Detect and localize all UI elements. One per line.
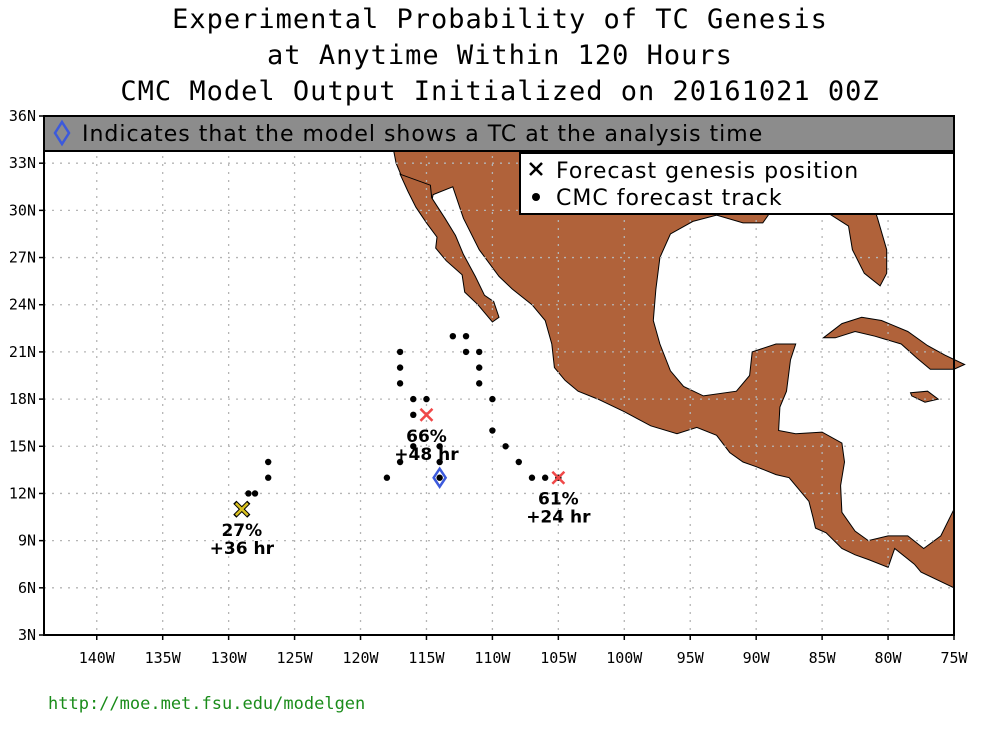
land-jamaica [909,390,940,403]
genesis-probability: 61% [538,490,579,510]
track-point [476,348,483,356]
track-point [462,348,470,356]
lon-tick-label: 120W [342,649,379,667]
grid-lines [44,116,954,635]
track-point [396,380,404,387]
lat-tick-label: 12N [9,484,36,502]
lon-tick-label: 75W [940,649,968,667]
track-point [251,490,259,497]
footer-url[interactable]: http://moe.met.fsu.edu/modelgen [48,694,366,714]
track-point [541,474,549,481]
land-layer [386,115,966,589]
lon-tick-label: 135W [145,649,182,667]
lat-tick-label: 3N [18,626,36,644]
track-point [515,458,522,466]
title-line-1: Experimental Probability of TC Genesis [172,4,828,35]
track-point [245,490,252,497]
legend: Forecast genesis position CMC forecast t… [519,152,955,215]
land-cuba [821,316,966,370]
genesis-lead-time: +24 hr [526,508,591,528]
dot-icon [532,193,540,201]
genesis-probability: 66% [406,427,447,447]
lat-tick-label: 27N [9,249,36,267]
lat-tick-label: 9N [18,532,36,550]
track-point [265,474,272,481]
diamond-icon [53,119,71,147]
lon-tick-label: 105W [540,649,577,667]
legend-genesis-label: Forecast genesis position [556,159,859,184]
lon-tick-label: 85W [809,649,837,667]
genesis-cross [234,502,249,517]
track-point [476,380,483,387]
analysis-tc-diamond [432,466,448,489]
genesis-cross [419,407,434,422]
track-point [383,474,391,481]
analysis-banner: Indicates that the model shows a TC at t… [43,115,955,152]
track-point [410,411,417,419]
lon-tick-label: 95W [677,649,705,667]
track-point [436,474,443,481]
track-point [502,443,509,450]
land-baja-california [399,173,500,323]
track-point [489,427,496,434]
track-point [265,458,272,466]
lon-tick-label: 100W [606,649,643,667]
genesis-map: 36N 33N 30N 27N 24N 21N 18N 15N 12N 9N 6N 3N 140W 135… [9,107,969,667]
lat-tick-label: 6N [18,579,36,597]
genesis-probability: 27% [221,521,262,541]
forecast-track-points [238,332,562,513]
genesis-markers: 27%+36 hr 66%+48 hr 61%+24 hr [210,407,591,559]
track-point [462,332,470,340]
lon-tick-label: 90W [743,649,771,667]
lon-tick-label: 110W [474,649,511,667]
lat-tick-label: 15N [9,437,36,455]
lon-tick-label: 125W [277,649,314,667]
genesis-lead-time: +48 hr [394,445,459,465]
title-line-2: at Anytime Within 120 Hours [267,40,733,71]
lon-tick-label: 115W [408,649,445,667]
track-point [436,443,443,450]
legend-track-label: CMC forecast track [556,186,783,211]
track-point [396,458,404,466]
title-line-3: CMC Model Output Initialized on 20161021… [120,76,880,107]
track-point [410,395,417,403]
banner-text: Indicates that the model shows a TC at t… [82,122,763,147]
cross-icon [529,162,543,176]
track-point [396,364,404,371]
genesis-lead-time: +36 hr [210,539,275,559]
lat-tick-label: 36N [9,107,36,125]
track-point [489,395,496,403]
lat-tick-label: 21N [9,343,36,361]
track-point [423,395,430,403]
track-point [449,332,457,340]
lat-tick-label: 33N [9,154,36,172]
lat-tick-label: 24N [9,296,36,314]
lon-tick-label: 130W [211,649,248,667]
lat-tick-label: 18N [9,390,36,408]
track-point [528,474,536,481]
track-point [396,348,404,356]
lat-tick-label: 30N [9,201,36,219]
lon-tick-label: 140W [79,649,116,667]
track-point [410,443,417,450]
axis-labels: 36N 33N 30N 27N 24N 21N 18N 15N 12N 9N 6N 3N 140W 135… [9,107,969,667]
genesis-cross [551,470,566,485]
track-point [436,458,443,466]
lon-tick-label: 80W [875,649,903,667]
track-point [476,364,483,371]
